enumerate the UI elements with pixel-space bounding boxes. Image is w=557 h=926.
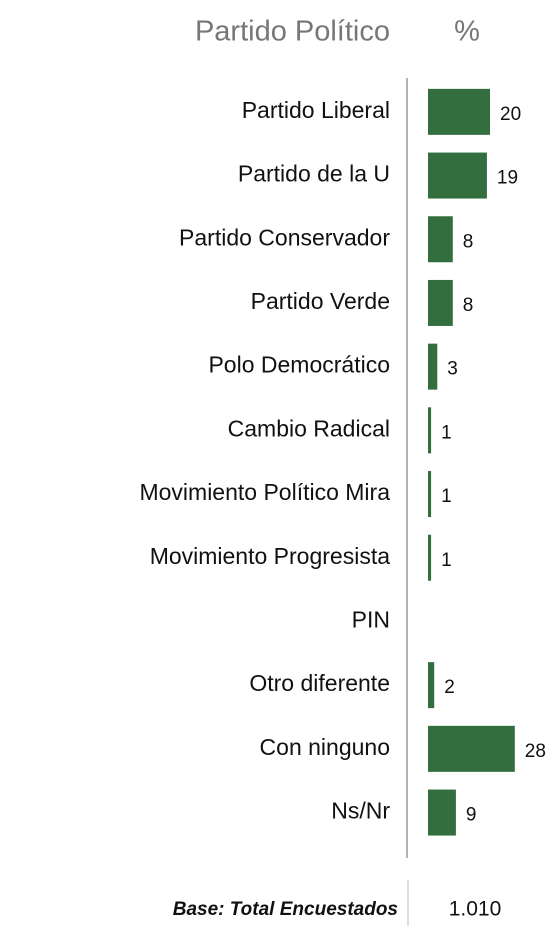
base-value: 1.010 — [449, 898, 502, 921]
bar — [428, 471, 432, 518]
bar — [428, 88, 490, 135]
bar — [428, 662, 435, 709]
bar — [428, 152, 487, 199]
bar — [428, 789, 456, 836]
category-header: Partido Político — [195, 16, 390, 48]
category-label: Ns/Nr — [331, 798, 390, 824]
category-label: Movimiento Político Mira — [139, 479, 390, 505]
category-label: Movimiento Progresista — [150, 543, 391, 569]
category-label: Partido de la U — [238, 161, 390, 187]
category-label: Partido Liberal — [242, 97, 390, 123]
value-label: 20 — [500, 104, 521, 125]
value-header: % — [454, 16, 480, 48]
value-label: 9 — [466, 805, 477, 826]
category-label: PIN — [352, 607, 390, 633]
category-label: Con ninguno — [260, 734, 390, 760]
value-label: 28 — [525, 741, 546, 762]
bar — [428, 279, 453, 326]
value-label: 1 — [441, 550, 452, 571]
value-label: 8 — [463, 231, 474, 252]
value-label: 8 — [463, 295, 474, 316]
base-label: Base: Total Encuestados — [173, 899, 398, 920]
category-label: Cambio Radical — [228, 415, 390, 441]
bar — [428, 534, 432, 581]
bar — [428, 725, 515, 772]
bar — [428, 343, 438, 390]
value-label: 19 — [497, 168, 518, 189]
category-label: Polo Democrático — [208, 352, 390, 378]
category-label: Otro diferente — [249, 670, 390, 696]
value-label: 2 — [444, 677, 455, 698]
value-label: 1 — [441, 422, 452, 443]
category-label: Partido Verde — [251, 288, 390, 314]
category-label: Partido Conservador — [179, 224, 390, 250]
value-label: 3 — [447, 359, 458, 380]
bar — [428, 407, 432, 454]
bar — [428, 216, 453, 263]
value-label: 1 — [441, 486, 452, 507]
